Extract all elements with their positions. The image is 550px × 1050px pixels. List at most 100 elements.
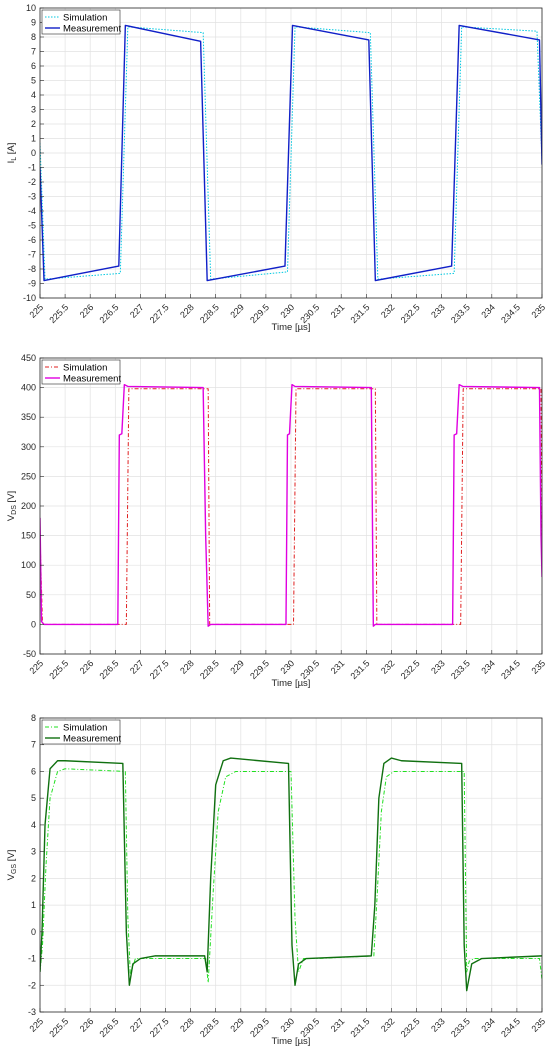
y-tick-label: -5 — [28, 221, 36, 231]
x-tick-label: 229.5 — [248, 1016, 271, 1039]
y-axis-label-main: V — [6, 514, 17, 521]
legend-box — [41, 359, 121, 385]
y-tick-label: 300 — [21, 442, 36, 452]
x-tick-label: 235 — [530, 1016, 548, 1034]
legend-label-simulation: Simulation — [63, 362, 107, 373]
x-tick-label: 225 — [28, 658, 46, 676]
x-tick-label: 233 — [429, 302, 447, 320]
x-tick-label: 226.5 — [98, 302, 121, 325]
y-tick-label: 2 — [31, 119, 36, 129]
x-axis-label: Time [µs] — [272, 678, 311, 689]
y-tick-label: 150 — [21, 531, 36, 541]
x-tick-label: 231.5 — [349, 302, 372, 325]
x-tick-label: 229 — [228, 302, 246, 320]
x-tick-label: 225.5 — [47, 302, 70, 325]
x-tick-label: 232.5 — [399, 658, 422, 681]
x-tick-label: 226 — [78, 658, 96, 676]
x-tick-label: 226.5 — [98, 1016, 121, 1039]
series-line-simulation — [40, 388, 542, 625]
x-tick-label: 228.5 — [198, 658, 221, 681]
y-tick-label: -9 — [28, 279, 36, 289]
y-tick-label: -4 — [28, 206, 36, 216]
x-tick-label: 225.5 — [47, 658, 70, 681]
x-tick-label: 234 — [479, 658, 497, 676]
x-tick-label: 229.5 — [248, 302, 271, 325]
y-tick-label: 3 — [31, 847, 36, 857]
y-tick-label: -1 — [28, 954, 36, 964]
x-tick-label: 225 — [28, 1016, 46, 1034]
legend-label-simulation: Simulation — [63, 12, 107, 23]
series-line-measurement — [40, 383, 542, 627]
y-tick-label: 7 — [31, 47, 36, 57]
y-tick-label: 0 — [31, 619, 36, 629]
y-tick-label: 5 — [31, 76, 36, 86]
legend-label-measurement: Measurement — [63, 373, 121, 384]
x-tick-label: 231.5 — [349, 1016, 372, 1039]
y-tick-label: -2 — [28, 177, 36, 187]
x-tick-label: 229 — [228, 1016, 246, 1034]
x-tick-label: 231 — [329, 302, 347, 320]
y-tick-label: -1 — [28, 163, 36, 173]
x-tick-label: 230 — [279, 1016, 297, 1034]
x-tick-label: 226.5 — [98, 658, 121, 681]
y-tick-label: 350 — [21, 412, 36, 422]
x-tick-label: 228.5 — [198, 302, 221, 325]
x-tick-label: 227.5 — [148, 658, 171, 681]
x-tick-label: 232 — [379, 1016, 397, 1034]
y-tick-label: 1 — [31, 900, 36, 910]
y-axis-label-sub: L — [11, 157, 18, 161]
y-tick-label: 10 — [26, 3, 36, 13]
x-tick-label: 227 — [128, 1016, 146, 1034]
series-line-simulation — [40, 26, 542, 280]
legend-box — [41, 9, 121, 35]
x-tick-label: 234 — [479, 302, 497, 320]
y-axis-label: VGS [V] — [6, 850, 18, 881]
x-tick-label: 234.5 — [499, 302, 522, 325]
x-tick-label: 229 — [228, 658, 246, 676]
y-tick-label: 100 — [21, 560, 36, 570]
x-tick-label: 226 — [78, 302, 96, 320]
y-tick-label: 0 — [31, 927, 36, 937]
y-tick-label: 8 — [31, 713, 36, 723]
x-tick-label: 230 — [279, 658, 297, 676]
legend-label-simulation: Simulation — [63, 722, 107, 733]
y-tick-label: -7 — [28, 250, 36, 260]
y-tick-label: -10 — [23, 293, 36, 303]
y-axis-label-unit: [A] — [6, 143, 17, 157]
series-line-measurement — [40, 24, 542, 282]
x-axis-label: Time [µs] — [272, 322, 311, 333]
x-tick-label: 232.5 — [399, 302, 422, 325]
y-axis-label-main: I — [6, 161, 17, 164]
y-tick-label: -8 — [28, 264, 36, 274]
x-tick-label: 234.5 — [499, 1016, 522, 1039]
x-tick-label: 233.5 — [449, 1016, 472, 1039]
y-axis-label-sub: DS — [11, 505, 18, 515]
x-tick-label: 233 — [429, 1016, 447, 1034]
y-axis-label-unit: [V] — [6, 491, 17, 505]
y-tick-label: 450 — [21, 353, 36, 363]
x-tick-label: 231 — [329, 1016, 347, 1034]
x-tick-label: 233.5 — [449, 658, 472, 681]
series-line-measurement — [40, 757, 542, 992]
x-tick-label: 235 — [530, 658, 548, 676]
x-tick-label: 229.5 — [248, 658, 271, 681]
y-tick-label: 50 — [26, 590, 36, 600]
legend-box — [41, 719, 121, 745]
x-tick-label: 228 — [178, 658, 196, 676]
x-tick-label: 225 — [28, 302, 46, 320]
legend-label-measurement: Measurement — [63, 733, 121, 744]
x-tick-label: 226 — [78, 1016, 96, 1034]
x-tick-label: 234.5 — [499, 658, 522, 681]
x-tick-label: 232 — [379, 658, 397, 676]
y-tick-label: 9 — [31, 18, 36, 28]
x-tick-label: 228 — [178, 302, 196, 320]
y-axis-label-main: V — [6, 873, 17, 880]
legend-label-measurement: Measurement — [63, 23, 121, 34]
y-tick-label: -3 — [28, 192, 36, 202]
y-tick-label: 200 — [21, 501, 36, 511]
chart-panel-2: -50 0 50 100 150 200 250 300 350 400 450 225 225.5 22… — [6, 353, 547, 689]
